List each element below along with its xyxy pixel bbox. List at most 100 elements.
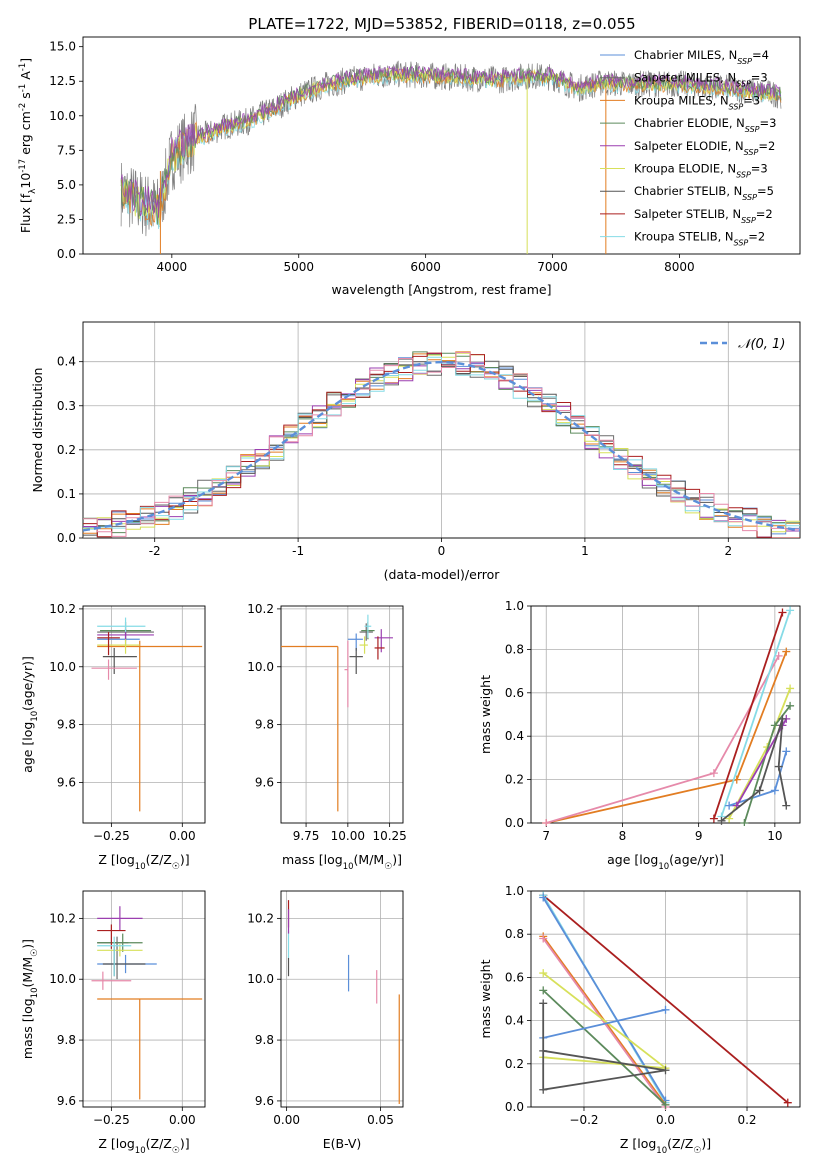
y-tick-label: 0.0: [57, 531, 76, 545]
y-tick-label: 12.5: [49, 74, 76, 88]
line-marker: [774, 651, 783, 660]
x-axis-label: (data-model)/error: [384, 567, 501, 582]
x-tick-label: 8: [619, 829, 627, 843]
x-tick-label: 9: [695, 829, 703, 843]
y-tick-label: 0.4: [57, 355, 76, 369]
line-marker: [539, 934, 548, 943]
y-tick-label: 0.2: [57, 443, 76, 457]
y-tick-label: 10.2: [49, 602, 76, 616]
label-sub: 10: [656, 1146, 667, 1156]
x-axis-label: age [log10(age/yr)]: [607, 852, 724, 872]
x-tick-label: 0.00: [169, 1113, 196, 1127]
errorbar-point: [91, 659, 137, 680]
errorbar-point: [91, 971, 132, 990]
chart-weight-vs-z: −0.2 0.0 0.2 0.0 0.2 0.4 0.6 0.8 1.0 Z [log10(Z/Z…: [478, 884, 801, 1156]
chart-mass-vs-z: −0.25 0.009.69.810.010.2Z [log10(Z/Z☉)]ma…: [20, 890, 206, 1156]
y-tick-label: 9.6: [255, 775, 274, 789]
y-tick-label: 9.8: [255, 1033, 274, 1047]
x-tick-label: 10: [767, 829, 782, 843]
y-tick-label: 0.3: [57, 399, 76, 413]
legend-label-base: Kroupa ELODIE, N: [634, 162, 736, 176]
legend-label-tail: =2: [756, 207, 773, 221]
label-sub: ☉: [172, 1146, 180, 1156]
line-marker: [539, 893, 548, 902]
y-tick-label: 9.8: [57, 718, 76, 732]
y-tick-label: 0.2: [505, 773, 524, 787]
line-marker: [786, 606, 795, 615]
legend-label: Kroupa MILES, NSSP=3: [634, 93, 760, 111]
y-tick-label: 7.5: [57, 143, 76, 157]
errorbar-point: [97, 936, 132, 977]
y-tick-label: 9.6: [57, 775, 76, 789]
y-tick-label: 9.8: [57, 1033, 76, 1047]
y-tick-label: 0.8: [505, 642, 524, 656]
axes-frame: [82, 36, 801, 255]
line-series: [542, 651, 783, 826]
errorbar-point: [97, 640, 203, 812]
errorbar-point: [97, 924, 126, 949]
label-part: Normed distribution: [30, 368, 45, 493]
errorbar-plot: [91, 906, 203, 1100]
legend-label-base: Salpeter ELODIE, N: [634, 139, 744, 153]
label-part: age [: [607, 852, 639, 867]
y-tick-label: 10.0: [49, 660, 76, 674]
line-marker: [539, 1085, 548, 1094]
legend-label: 𝒩(0, 1): [738, 337, 785, 352]
errorbar-plot: [287, 900, 400, 1104]
line-marker: [782, 747, 791, 756]
line-marker: [542, 819, 551, 826]
line-series-path: [542, 937, 667, 1108]
chart-age-vs-z: −0.25 0.009.69.810.010.2Z [log10(Z/Z☉)]ag…: [20, 602, 206, 872]
x-tick-label: 7: [542, 829, 550, 843]
line-marker: [661, 1005, 670, 1014]
x-tick-label: 10.25: [372, 829, 406, 843]
line-marker: [539, 999, 548, 1008]
y-tick-label: 0.0: [57, 247, 76, 261]
line-plot: [539, 891, 792, 1110]
x-tick-label: 0.05: [367, 1113, 394, 1127]
axes-frame: [82, 890, 206, 1108]
x-tick-label: 0: [438, 544, 446, 558]
x-axis-label: wavelength [Angstrom, rest frame]: [331, 282, 551, 297]
chart-spectrum: 4000 5000 6000 7000 8000 0.0 2.5 5.0 7.5 10.0 12.5…: [18, 36, 801, 297]
y-tick-label: 0.2: [505, 1057, 524, 1071]
y-tick-label: 0.8: [505, 927, 524, 941]
label-part: (Z/Z: [667, 1136, 693, 1151]
y-axis-label: mass weight: [478, 959, 493, 1038]
legend-label-sub: SSP: [736, 79, 751, 88]
label-part: erg cm: [18, 111, 33, 159]
label-part: log: [116, 852, 135, 867]
legend-label-sub: SSP: [745, 125, 760, 134]
y-tick-label: 2.5: [57, 212, 76, 226]
y-tick-label: 1.0: [505, 599, 524, 613]
y-tick-label: 10.0: [49, 972, 76, 986]
label-part: E(B-V): [323, 1136, 362, 1151]
y-tick-label: 0.4: [505, 1014, 524, 1028]
y-tick-label: 5.0: [57, 178, 76, 192]
line-marker: [774, 762, 783, 771]
line-marker: [740, 819, 749, 826]
legend-label-base: Salpeter MILES, N: [634, 71, 736, 85]
errorbar-point: [281, 645, 339, 812]
label-part: 10: [18, 173, 33, 189]
x-axis-label: Z [log10(Z/Z☉)]: [98, 1136, 189, 1156]
label-part: )]: [392, 852, 402, 867]
y-tick-label: 9.6: [255, 1094, 274, 1108]
x-tick-label: 2: [724, 544, 732, 558]
line-marker: [661, 1066, 670, 1075]
label-part: )]: [20, 939, 35, 949]
x-tick-label: 10.00: [331, 829, 365, 843]
legend-label: Kroupa STELIB, NSSP=2: [634, 230, 765, 248]
line-marker: [770, 721, 779, 730]
label-sub: 10: [30, 711, 40, 722]
errorbar-point: [97, 639, 140, 654]
x-tick-label: 0.2: [737, 1113, 756, 1127]
line-marker: [786, 701, 795, 710]
line-series-path: [542, 1008, 666, 1039]
y-tick-label: 1.0: [505, 884, 524, 898]
legend-label: Chabrier ELODIE, NSSP=3: [634, 116, 776, 134]
legend-label-sub: SSP: [734, 238, 749, 247]
label-part: mass weight: [478, 959, 493, 1038]
legend-label-sub: SSP: [737, 57, 752, 66]
